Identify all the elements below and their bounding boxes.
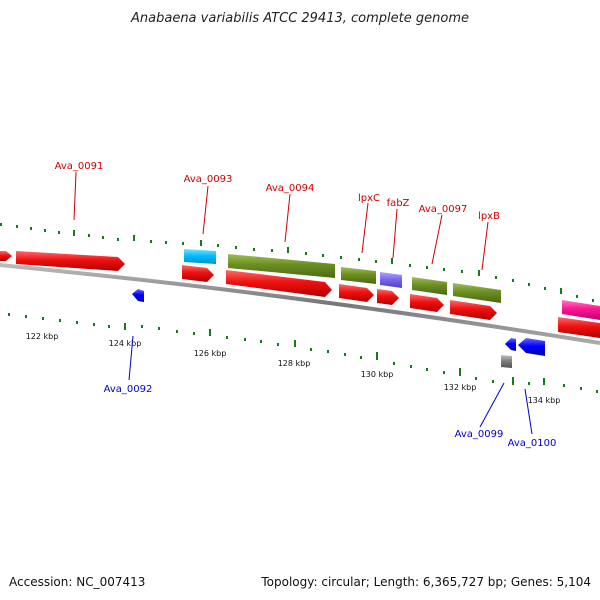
scale-label: 132 kbp	[444, 383, 477, 392]
bottom-strand-genes	[132, 289, 545, 368]
gene-label-ava-0091[interactable]: Ava_0091	[55, 161, 104, 172]
gene-fabz[interactable]	[380, 272, 402, 288]
gene-red-arrow[interactable]	[450, 300, 497, 320]
genome-backbone	[0, 263, 600, 345]
bottom-gene-labels	[128, 335, 533, 435]
gene-lpxc[interactable]	[341, 267, 376, 284]
gene-label-ava-0092[interactable]: Ava_0092	[104, 384, 153, 395]
top-strand-genes	[0, 249, 600, 320]
gene-red-arrow[interactable]	[339, 284, 374, 302]
gene-lpxb[interactable]	[453, 283, 501, 303]
scale-label: 124 kbp	[109, 339, 142, 348]
genome-title: Anabaena variabilis ATCC 29413, complete…	[130, 11, 469, 26]
gene-label-ava-0094[interactable]: Ava_0094	[266, 183, 315, 194]
gene-label-lpxc[interactable]: lpxC	[358, 193, 380, 204]
gene-label-ava-0097[interactable]: Ava_0097	[419, 204, 468, 215]
gene-ava-0092[interactable]	[132, 289, 144, 302]
gene-ava-0093[interactable]	[184, 249, 216, 264]
top-gene-labels	[73, 171, 489, 271]
red-arrow-track	[182, 265, 600, 338]
gene-ava-0091[interactable]	[16, 251, 125, 271]
scale-labels: 122 kbp 124 kbp 126 kbp 128 kbp 130 kbp …	[26, 332, 561, 405]
gene-ava-0094[interactable]	[228, 254, 335, 278]
gene-ava-0100[interactable]	[518, 338, 545, 356]
gene-red-arrow[interactable]	[182, 265, 214, 282]
gene-top-0[interactable]	[0, 251, 12, 261]
outer-tick-track	[0, 223, 594, 302]
gene-red-arrow[interactable]	[226, 270, 332, 297]
gene-top-right-magenta[interactable]	[562, 300, 600, 320]
inner-tick-track	[8, 313, 598, 393]
scale-label: 134 kbp	[528, 396, 561, 405]
bottom-gene-label-texts: Ava_0092 Ava_0099 Ava_0100	[104, 384, 557, 449]
scale-label: 122 kbp	[26, 332, 59, 341]
gene-red-arrow[interactable]	[410, 294, 444, 312]
gene-label-lpxb[interactable]: lpxB	[478, 211, 500, 222]
gene-gray[interactable]	[501, 355, 512, 368]
gene-label-ava-0100[interactable]: Ava_0100	[508, 438, 557, 449]
scale-label: 126 kbp	[194, 349, 227, 358]
gene-label-fabz[interactable]: fabZ	[387, 198, 410, 209]
gene-ava-0099[interactable]	[505, 338, 516, 351]
genome-summary-text: Topology: circular; Length: 6,365,727 bp…	[260, 575, 591, 589]
scale-label: 130 kbp	[361, 370, 394, 379]
top-gene-label-texts: Ava_0091 Ava_0093 Ava_0094 lpxC fabZ Ava…	[55, 161, 500, 222]
accession-text: Accession: NC_007413	[9, 575, 145, 589]
gene-label-ava-0093[interactable]: Ava_0093	[184, 174, 233, 185]
gene-red-arrow[interactable]	[558, 317, 600, 338]
gene-red-arrow[interactable]	[377, 289, 399, 305]
gene-label-ava-0099[interactable]: Ava_0099	[455, 429, 504, 440]
gene-ava-0097[interactable]	[412, 277, 447, 295]
scale-label: 128 kbp	[278, 359, 311, 368]
